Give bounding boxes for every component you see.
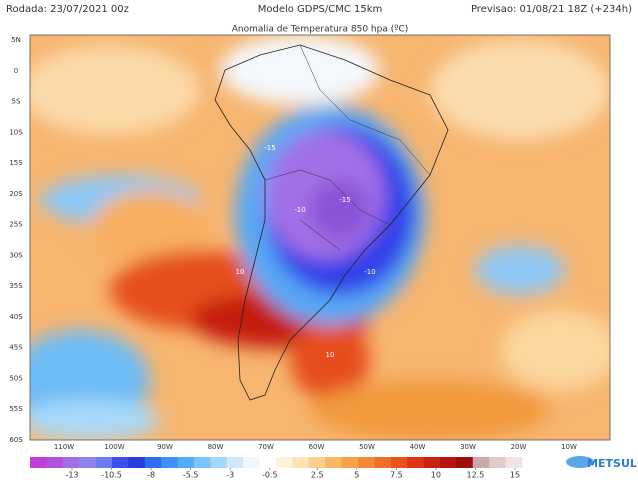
colorbar-tick-label: -8 <box>147 471 155 480</box>
lat-label: 25S <box>9 221 23 229</box>
map-frame <box>29 34 611 441</box>
lat-label: 0 <box>14 67 18 75</box>
contour-label: -15 <box>339 196 350 204</box>
colorbar-cell <box>95 457 113 468</box>
lon-label: 90W <box>157 443 173 451</box>
lon-label: 100W <box>104 443 124 451</box>
colorbar-cell <box>440 457 457 468</box>
lat-label: 20S <box>9 190 23 198</box>
colorbar-cell <box>161 457 178 468</box>
colorbar-tick-label: -0.5 <box>262 471 278 480</box>
colorbar-cell <box>341 457 359 468</box>
colorbar-tick-label: -13 <box>65 471 78 480</box>
lon-label: 60W <box>309 443 325 451</box>
lat-label: 10S <box>9 128 23 136</box>
logo-text: METSUL <box>587 457 637 470</box>
colorbar-cell <box>407 457 424 468</box>
colorbar-cell <box>79 457 96 468</box>
lat-label: 60S <box>9 436 23 444</box>
colorbar-tick-label: 5 <box>354 471 359 480</box>
colorbar-tick-label: 15 <box>510 471 520 480</box>
colorbar-cell <box>128 457 146 468</box>
lon-label: 40W <box>410 443 426 451</box>
model-label: Modelo GDPS/CMC 15km <box>258 4 383 15</box>
contour-label: -10 <box>364 268 375 276</box>
colorbar-tick-label: 10 <box>431 471 441 480</box>
colorbar-cell <box>489 457 506 468</box>
colorbar-cell <box>325 457 342 468</box>
colorbar-tick-label: 7.5 <box>390 471 403 480</box>
colorbar-cell <box>243 457 260 468</box>
colorbar-cell <box>194 457 211 468</box>
colorbar-cell <box>308 457 326 468</box>
lat-label: 5S <box>12 98 21 106</box>
colorbar-cell <box>30 457 47 468</box>
lat-labels: 5N 0 5S 10S 15S 20S 25S 30S 35S 40S 45S 50S 55S 60S <box>9 36 23 444</box>
lon-label: 80W <box>208 443 224 451</box>
map <box>30 35 610 440</box>
lat-label: 55S <box>9 405 23 413</box>
colorbar-cell <box>390 457 408 468</box>
colorbar-cell <box>259 457 277 468</box>
run-label: Rodada: 23/07/2021 00z <box>6 4 129 15</box>
lon-label: 30W <box>460 443 476 451</box>
contour-label: 10 <box>326 351 335 359</box>
colorbar-cell <box>177 457 195 468</box>
colorbar-cell <box>292 457 310 468</box>
colorbar: -13 -10.5 -8 -5.5 -3 -0.5 2.5 5 7.5 10 12.5 15 <box>30 457 523 480</box>
colorbar-tick-label: -3 <box>226 471 234 480</box>
colorbar-cell <box>505 457 523 468</box>
colorbar-cell <box>472 457 490 468</box>
contour-label: -15 <box>264 144 275 152</box>
colorbar-cell <box>374 457 392 468</box>
forecast-label: Previsao: 01/08/21 18Z (+234h) <box>471 4 632 15</box>
lon-labels: 110W 100W 90W 80W 70W 60W 50W 40W 30W 20W 10W <box>54 443 577 451</box>
colorbar-tick-label: 2.5 <box>311 471 324 480</box>
lon-label: 70W <box>258 443 274 451</box>
colorbar-cell <box>226 457 244 468</box>
lon-label: 10W <box>561 443 577 451</box>
contour-labels: -15 -15 -10 10 10 -10 <box>236 144 376 359</box>
colorbar-tick-label: -10.5 <box>101 471 122 480</box>
colorbar-cell <box>276 457 293 468</box>
colorbar-cell <box>144 457 162 468</box>
colorbar-cell <box>112 457 129 468</box>
lat-label: 15S <box>9 159 23 167</box>
colorbar-cell <box>46 457 64 468</box>
colorbar-cell <box>210 457 228 468</box>
lat-label: 30S <box>9 251 23 259</box>
lon-label: 110W <box>54 443 74 451</box>
lat-label: 5N <box>11 36 21 44</box>
lon-label: 50W <box>359 443 375 451</box>
colorbar-cell <box>62 457 80 468</box>
colorbar-cell <box>423 457 441 468</box>
lat-label: 50S <box>9 374 23 382</box>
colorbar-cell <box>456 457 474 468</box>
contour-label: -10 <box>294 206 305 214</box>
lon-label: 20W <box>511 443 527 451</box>
lat-label: 45S <box>9 344 23 352</box>
lat-label: 35S <box>9 282 23 290</box>
logo: METSUL <box>566 456 637 470</box>
lat-label: 40S <box>9 313 23 321</box>
map-title: Anomalia de Temperatura 850 hpa (ºC) <box>232 25 409 35</box>
colorbar-cell <box>358 457 375 468</box>
contour-label: 10 <box>236 268 245 276</box>
colorbar-tick-label: -5.5 <box>183 471 199 480</box>
colorbar-tick-label: 12.5 <box>467 471 485 480</box>
